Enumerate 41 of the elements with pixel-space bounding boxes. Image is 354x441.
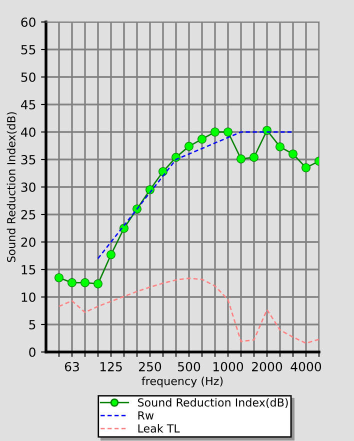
point [275,142,285,152]
x-tick-label: 500 [178,362,200,372]
point [80,278,90,288]
point [67,278,77,288]
y-tick-label: 10 [22,292,36,302]
point [288,149,298,159]
point [301,163,311,172]
y-tick-label: 60 [21,17,36,27]
point [223,127,233,137]
legend-label: Sound Reduction Index(dB) [138,398,288,408]
legend-label: Rw [138,411,154,420]
point [106,250,116,260]
point [262,126,272,135]
y-tick-label: 50 [21,72,36,82]
y-axis-title: Sound Reduction Index(dB) [6,112,17,262]
x-tick-label: 250 [138,362,162,372]
legend-label: Leak TL [138,424,180,433]
y-tick-label: 35 [21,154,36,164]
y-tick-label: 45 [20,100,36,110]
x-tick-label: 1000 [213,362,244,372]
point [184,142,194,151]
line-series [58,278,319,344]
x-tick-label: 2000 [252,362,282,372]
y-tick-label: 15 [22,265,36,274]
x-tick-label: 63 [64,362,79,372]
point [93,279,103,288]
x-axis-title: frequency (Hz) [142,376,223,388]
point [197,134,207,144]
x-tick-label: 4000 [290,362,322,372]
x-tick-label: 125 [100,362,122,372]
point [236,154,246,164]
y-tick-label: 20 [21,237,36,247]
y-tick-label: 30 [21,182,36,192]
y-tick-label: 25 [21,210,36,220]
y-tick-label: 5 [29,320,36,330]
y-tick-label: 0 [29,347,36,357]
point [54,273,64,282]
point [249,152,259,162]
y-tick-label: 55 [21,45,36,54]
point [210,127,220,137]
y-tick-label: 40 [20,127,36,137]
